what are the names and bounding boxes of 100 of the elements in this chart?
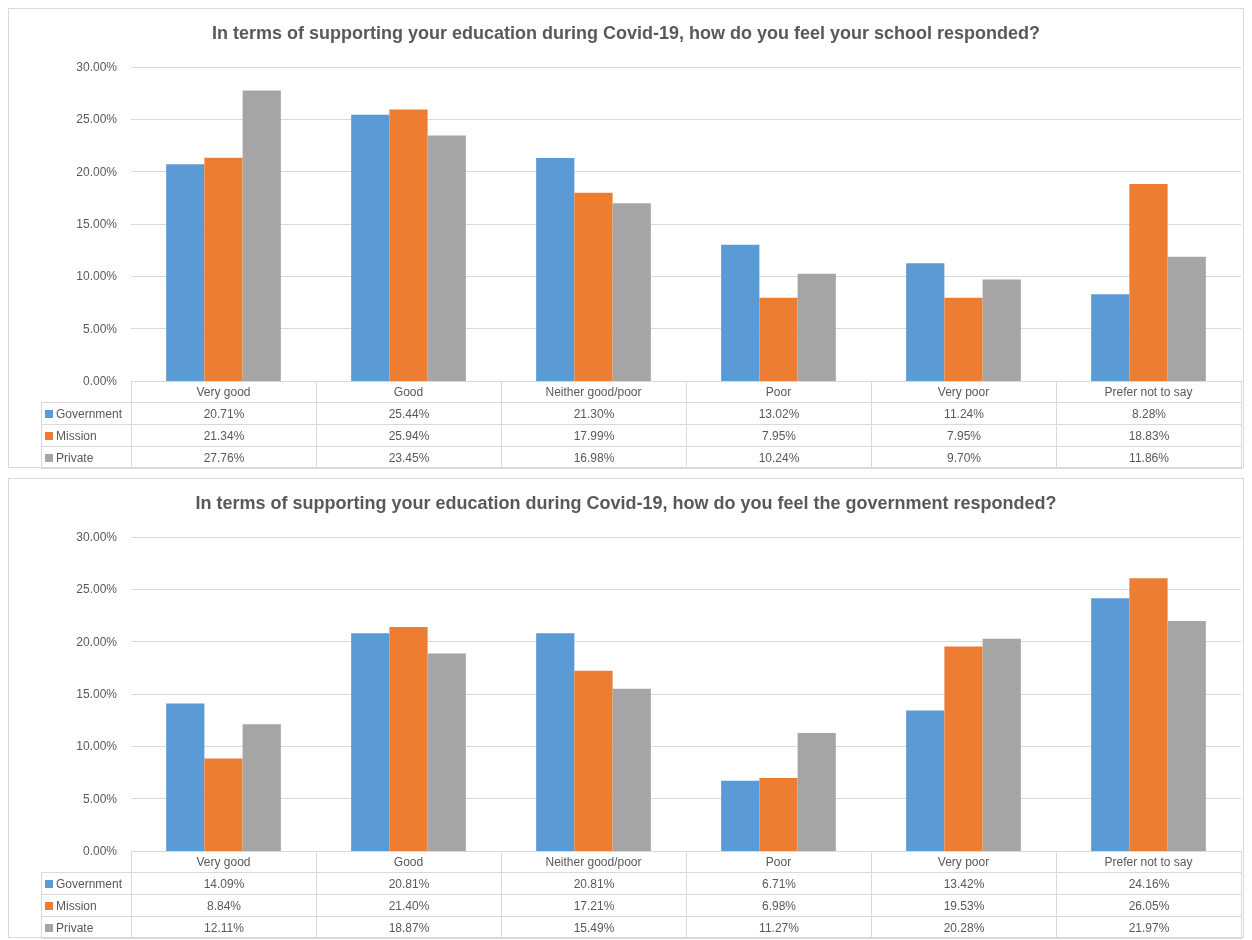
data-label: 15.49% — [501, 916, 687, 939]
bar — [721, 244, 760, 381]
data-label: 17.99% — [501, 424, 687, 447]
bar — [906, 263, 945, 381]
x-tick-label: Very poor — [937, 855, 990, 869]
bar — [982, 638, 1021, 851]
x-tick-label: Prefer not to say — [1104, 855, 1193, 869]
data-label: 27.76% — [131, 446, 317, 469]
data-label: 11.27% — [686, 916, 872, 939]
bar — [204, 758, 243, 851]
data-label: 14.09% — [131, 872, 317, 895]
data-label: 23.45% — [316, 446, 502, 469]
data-label: 21.40% — [316, 894, 502, 917]
data-label: 18.83% — [1056, 424, 1242, 447]
y-tick-label: 15.00% — [76, 217, 118, 231]
bar — [389, 627, 428, 851]
bar — [612, 688, 651, 851]
bar — [944, 646, 983, 851]
legend-label: Mission — [56, 898, 97, 913]
data-label: 20.81% — [501, 872, 687, 895]
data-label: 21.34% — [131, 424, 317, 447]
bar — [1091, 294, 1130, 381]
bar — [797, 273, 836, 381]
bar — [389, 109, 428, 381]
bar — [982, 279, 1021, 381]
data-label: 18.87% — [316, 916, 502, 939]
y-tick-label: 25.00% — [76, 582, 118, 597]
data-label: 17.21% — [501, 894, 687, 917]
data-label: 7.95% — [686, 424, 872, 447]
x-tick-label: Very good — [196, 855, 251, 869]
data-label: 13.42% — [871, 872, 1057, 895]
bar — [1167, 256, 1206, 381]
bar — [166, 703, 205, 851]
y-tick-label: 25.00% — [76, 112, 118, 127]
x-tick-label: Prefer not to say — [1104, 385, 1193, 399]
y-tick-label: 0.00% — [82, 374, 118, 388]
data-label: 20.71% — [131, 402, 317, 425]
bar — [574, 670, 613, 851]
x-tick-label: Neither good/poor — [545, 385, 642, 399]
x-tick-label: Very poor — [937, 385, 990, 399]
bar — [612, 203, 651, 381]
bar — [536, 633, 575, 851]
y-tick-label: 30.00% — [76, 60, 118, 74]
x-tick-label: Good — [393, 855, 424, 869]
legend-label: Mission — [56, 428, 97, 443]
bar — [242, 90, 281, 381]
data-label: 13.02% — [686, 402, 872, 425]
bar — [427, 135, 466, 381]
bar — [536, 158, 575, 381]
data-label: 26.05% — [1056, 894, 1242, 917]
data-label: 10.24% — [686, 446, 872, 469]
y-tick-label: 5.00% — [82, 791, 118, 806]
data-label: 24.16% — [1056, 872, 1242, 895]
data-label: 21.30% — [501, 402, 687, 425]
bar — [204, 157, 243, 381]
data-label: 20.28% — [871, 916, 1057, 939]
data-label: 6.71% — [686, 872, 872, 895]
chart-title: In terms of supporting your education during Covid-19, how do you feel your school responded? — [211, 23, 1041, 43]
bar — [1129, 183, 1168, 381]
legend-label: Private — [56, 920, 94, 935]
bar — [759, 777, 798, 851]
legend-label: Private — [56, 450, 94, 465]
bar — [721, 780, 760, 851]
chart-title: In terms of supporting your education during Covid-19, how do you feel the government responded? — [195, 493, 1057, 513]
bar — [574, 192, 613, 381]
y-tick-label: 10.00% — [76, 739, 118, 754]
bar — [1129, 578, 1168, 851]
legend-label: Government — [56, 406, 123, 421]
x-tick-label: Neither good/poor — [545, 855, 642, 869]
bar — [906, 710, 945, 851]
data-label: 25.94% — [316, 424, 502, 447]
y-tick-label: 0.00% — [82, 844, 118, 858]
data-label: 11.24% — [871, 402, 1057, 425]
data-label: 8.28% — [1056, 402, 1242, 425]
y-tick-label: 20.00% — [76, 164, 118, 179]
data-label: 25.44% — [316, 402, 502, 425]
bar — [242, 724, 281, 851]
bar — [351, 633, 390, 851]
bar — [797, 733, 836, 851]
y-tick-label: 30.00% — [76, 530, 118, 544]
y-tick-label: 20.00% — [76, 634, 118, 649]
data-label: 7.95% — [871, 424, 1057, 447]
legend-label: Government — [56, 876, 123, 891]
bar — [427, 653, 466, 851]
y-tick-label: 15.00% — [76, 687, 118, 701]
y-tick-label: 5.00% — [82, 321, 118, 336]
x-tick-label: Poor — [765, 855, 792, 869]
bar — [759, 297, 798, 381]
x-tick-label: Very good — [196, 385, 251, 399]
data-label: 12.11% — [131, 916, 317, 939]
data-label: 9.70% — [871, 446, 1057, 469]
data-label: 16.98% — [501, 446, 687, 469]
bar — [1167, 621, 1206, 851]
data-label: 6.98% — [686, 894, 872, 917]
data-label: 11.86% — [1056, 446, 1242, 469]
x-tick-label: Poor — [765, 385, 792, 399]
bar — [351, 114, 390, 381]
bar — [166, 164, 205, 381]
y-tick-label: 10.00% — [76, 269, 118, 284]
x-tick-label: Good — [393, 385, 424, 399]
